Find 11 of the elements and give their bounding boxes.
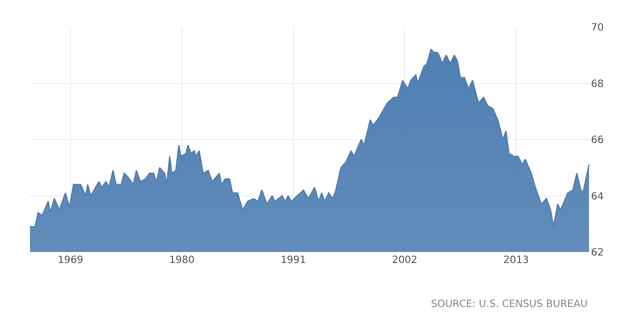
x-tick-label: 2013 bbox=[503, 255, 529, 266]
source-note: SOURCE: U.S. CENSUS BUREAU bbox=[431, 299, 588, 310]
x-tick-label: 1969 bbox=[58, 255, 84, 266]
y-tick-label: 70 bbox=[591, 22, 604, 34]
y-tick-label: 62 bbox=[591, 248, 604, 258]
x-tick-label: 1980 bbox=[169, 255, 195, 266]
y-tick-label: 66 bbox=[591, 135, 604, 146]
y-tick-label: 64 bbox=[591, 191, 604, 202]
x-tick-label: 1991 bbox=[280, 255, 306, 266]
y-tick-label: 68 bbox=[591, 78, 604, 90]
x-tick-label: 2002 bbox=[392, 255, 418, 266]
